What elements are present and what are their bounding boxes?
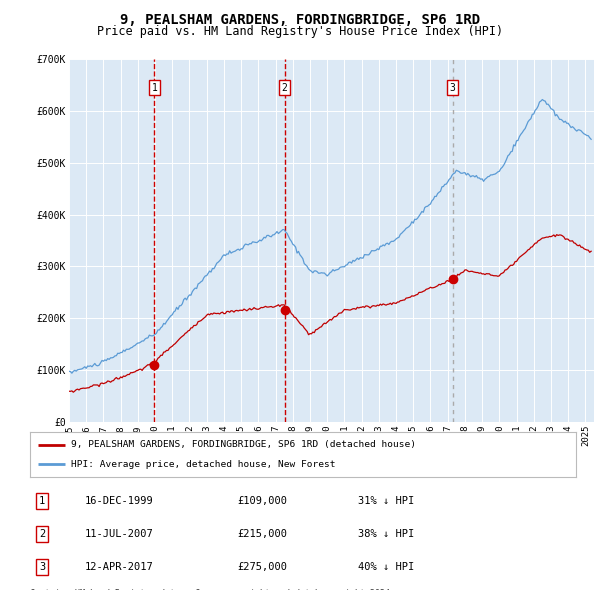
Text: 2: 2: [282, 83, 287, 93]
Text: 12-APR-2017: 12-APR-2017: [85, 562, 154, 572]
Text: 3: 3: [449, 83, 455, 93]
Text: £109,000: £109,000: [238, 496, 287, 506]
Text: 16-DEC-1999: 16-DEC-1999: [85, 496, 154, 506]
Text: 11-JUL-2007: 11-JUL-2007: [85, 529, 154, 539]
Text: 1: 1: [151, 83, 157, 93]
Text: 40% ↓ HPI: 40% ↓ HPI: [358, 562, 414, 572]
Text: 9, PEALSHAM GARDENS, FORDINGBRIDGE, SP6 1RD: 9, PEALSHAM GARDENS, FORDINGBRIDGE, SP6 …: [120, 13, 480, 27]
Text: £275,000: £275,000: [238, 562, 287, 572]
Text: 2: 2: [39, 529, 45, 539]
Text: 1: 1: [39, 496, 45, 506]
Text: 38% ↓ HPI: 38% ↓ HPI: [358, 529, 414, 539]
Text: 9, PEALSHAM GARDENS, FORDINGBRIDGE, SP6 1RD (detached house): 9, PEALSHAM GARDENS, FORDINGBRIDGE, SP6 …: [71, 440, 416, 450]
Text: £215,000: £215,000: [238, 529, 287, 539]
Text: Price paid vs. HM Land Registry's House Price Index (HPI): Price paid vs. HM Land Registry's House …: [97, 25, 503, 38]
Text: 31% ↓ HPI: 31% ↓ HPI: [358, 496, 414, 506]
Text: 3: 3: [39, 562, 45, 572]
Text: HPI: Average price, detached house, New Forest: HPI: Average price, detached house, New …: [71, 460, 335, 469]
Text: Contains HM Land Registry data © Crown copyright and database right 2024.
This d: Contains HM Land Registry data © Crown c…: [30, 589, 395, 590]
